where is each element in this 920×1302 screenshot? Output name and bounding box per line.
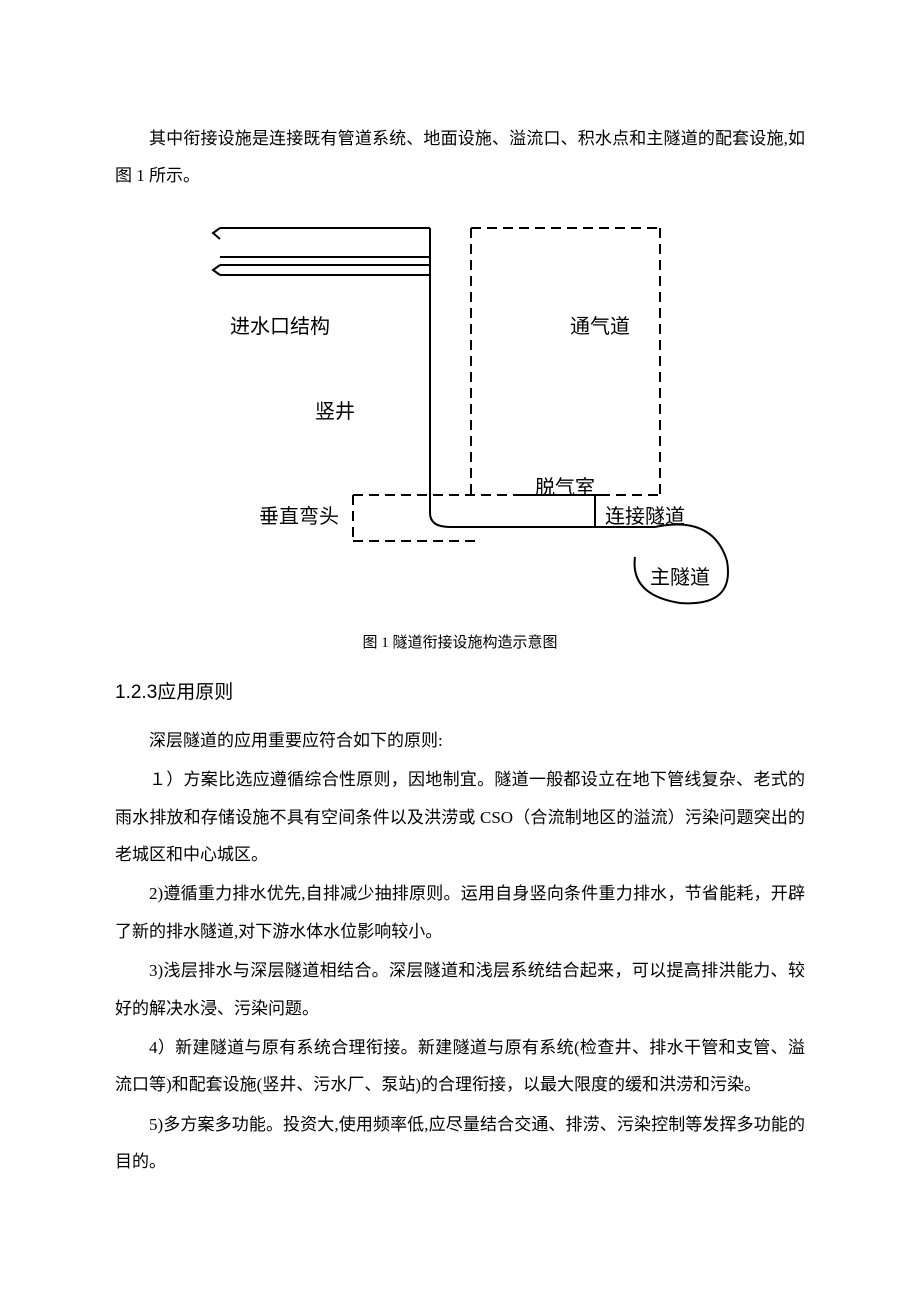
intro-paragraph: 其中衔接设施是连接既有管道系统、地面设施、溢流口、积水点和主隧道的配套设施,如图… (115, 120, 805, 195)
diagram-svg (175, 215, 745, 611)
tunnel-diagram: 进水口结构 通气道 竖井 脱气室 连接隧道 垂直弯头 主隧道 (175, 215, 745, 611)
lead-paragraph: 深层隧道的应用重要应符合如下的原则: (115, 722, 805, 759)
section-heading: 1.2.3应用原则 (115, 677, 805, 704)
label-shaft: 竖井 (315, 395, 355, 424)
label-vent: 通气道 (570, 310, 630, 339)
principle-paragraph: 3)浅层排水与深层隧道相结合。深层隧道和浅层系统结合起来，可以提高排洪能力、较好… (115, 952, 805, 1027)
diagram-caption: 图 1 隧道衔接设施构造示意图 (115, 631, 805, 652)
label-connector: 连接隧道 (605, 500, 685, 529)
label-main: 主隧道 (650, 561, 710, 590)
label-elbow: 垂直弯头 (259, 500, 339, 529)
principle-paragraph: 5)多方案多功能。投资大,使用频率低,应尽量结合交通、排涝、污染控制等发挥多功能… (115, 1106, 805, 1181)
principle-paragraph: 4）新建隧道与原有系统合理衔接。新建隧道与原有系统(检查井、排水干管和支管、溢流… (115, 1029, 805, 1104)
principle-paragraph: 2)遵循重力排水优先,自排减少抽排原则。运用自身竖向条件重力排水，节省能耗，开辟… (115, 875, 805, 950)
label-deaeration: 脱气室 (535, 471, 595, 500)
principle-paragraph: １）方案比选应遵循综合性原则，因地制宜。隧道一般都设立在地下管线复杂、老式的雨水… (115, 761, 805, 873)
diagram-container: 进水口结构 通气道 竖井 脱气室 连接隧道 垂直弯头 主隧道 (115, 215, 805, 611)
label-inlet: 进水口结构 (230, 310, 330, 339)
